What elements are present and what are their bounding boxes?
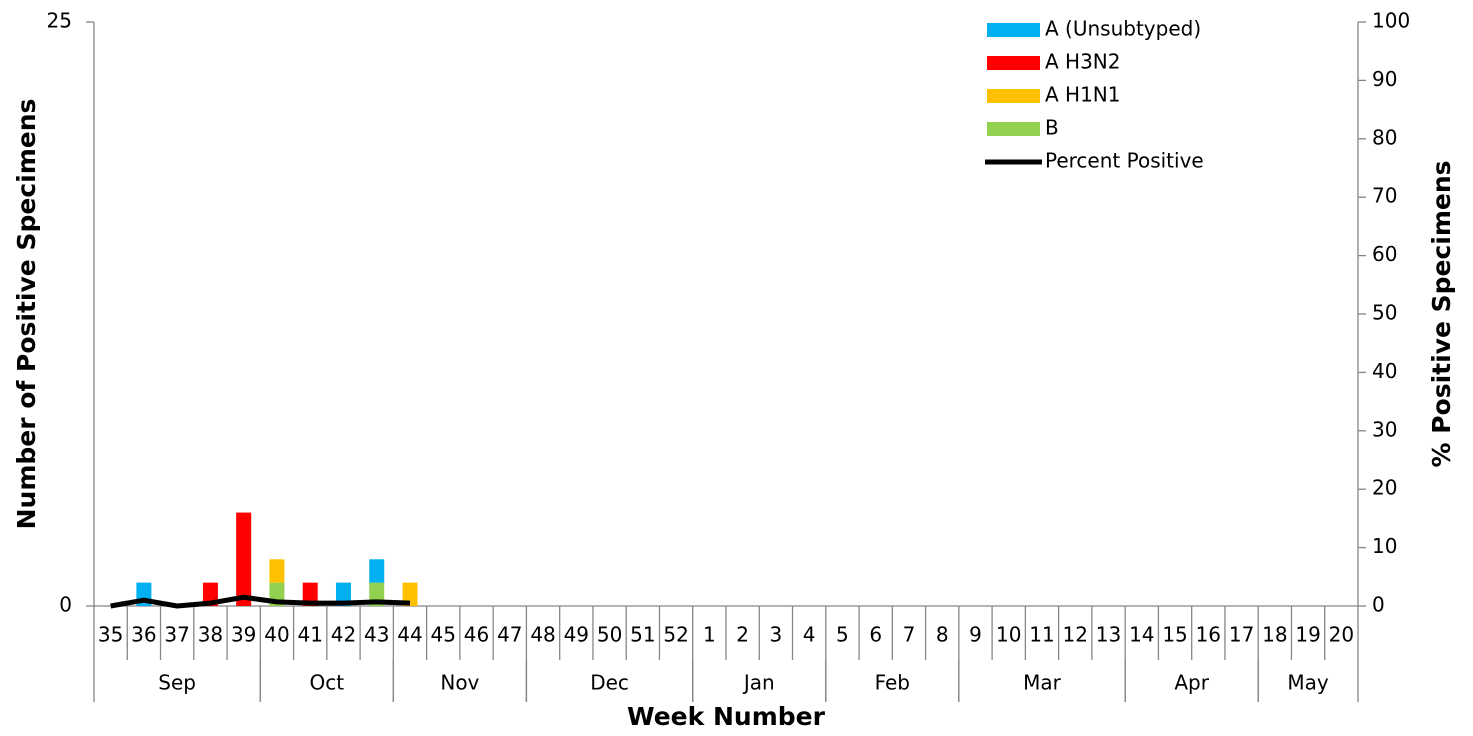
x-tick-label: 9 (969, 623, 982, 647)
bar (302, 582, 318, 606)
group-label: Apr (1174, 671, 1209, 695)
x-tick-label: 15 (1162, 623, 1187, 647)
y2-tick-label: 40 (1372, 359, 1397, 383)
x-tick-label: 20 (1329, 623, 1354, 647)
x-tick-label: 46 (464, 623, 489, 647)
group-label: Feb (875, 671, 910, 695)
group-label: Jan (742, 671, 775, 695)
x-tick-label: 18 (1262, 623, 1287, 647)
y2-tick-label: 20 (1372, 476, 1397, 500)
x-tick-label: 10 (996, 623, 1021, 647)
y-tick-label: 0 (59, 593, 72, 617)
legend-swatch (987, 122, 1040, 136)
x-tick-label: 14 (1129, 623, 1154, 647)
x-tick-label: 41 (297, 623, 322, 647)
group-label: Mar (1023, 671, 1062, 695)
y2-tick-label: 50 (1372, 301, 1397, 325)
x-tick-label: 2 (736, 623, 749, 647)
group-label: Sep (158, 671, 196, 695)
x-tick-label: 8 (936, 623, 949, 647)
x-tick-label: 40 (264, 623, 289, 647)
y2-tick-label: 100 (1372, 9, 1410, 33)
bar (402, 582, 418, 606)
x-tick-label: 6 (869, 623, 882, 647)
x-tick-label: 11 (1029, 623, 1054, 647)
legend-label: A (Unsubtyped) (1045, 17, 1201, 41)
x-tick-label: 50 (597, 623, 622, 647)
bar (269, 559, 285, 583)
x-tick-label: 37 (164, 623, 189, 647)
group-label: Nov (440, 671, 479, 695)
x-tick-label: 47 (497, 623, 522, 647)
y2-tick-label: 30 (1372, 417, 1397, 441)
x-tick-label: 35 (98, 623, 123, 647)
y2-tick-label: 60 (1372, 242, 1397, 266)
legend-swatch (987, 23, 1040, 37)
x-tick-label: 52 (663, 623, 688, 647)
x-tick-label: 51 (630, 623, 655, 647)
legend-label: A H3N2 (1045, 50, 1121, 74)
bar (369, 559, 385, 583)
x-tick-label: 4 (803, 623, 816, 647)
x-tick-label: 49 (564, 623, 589, 647)
x-tick-label: 16 (1196, 623, 1221, 647)
x-tick-label: 42 (331, 623, 356, 647)
legend-label: A H1N1 (1045, 83, 1121, 107)
x-tick-label: 36 (131, 623, 156, 647)
line (110, 594, 411, 609)
y2-tick-label: 90 (1372, 67, 1397, 91)
x-tick-label: 12 (1063, 623, 1088, 647)
bar (335, 582, 351, 606)
x-tick-label: 45 (431, 623, 456, 647)
y2-tick-label: 0 (1372, 593, 1385, 617)
y2-axis-title: % Positive Specimens (1427, 160, 1456, 467)
legend-label: Percent Positive (1045, 149, 1204, 173)
bar (236, 512, 252, 606)
x-axis-title: Week Number (627, 702, 826, 731)
x-tick-label: 38 (198, 623, 223, 647)
x-tick-label: 43 (364, 623, 389, 647)
x-tick-label: 48 (530, 623, 555, 647)
x-tick-label: 5 (836, 623, 849, 647)
y-axis-title: Number of Positive Specimens (12, 99, 41, 530)
group-label: May (1287, 671, 1329, 695)
y2-tick-label: 10 (1372, 534, 1397, 558)
legend-swatch (987, 56, 1040, 70)
x-tick-label: 44 (397, 623, 422, 647)
y2-tick-label: 80 (1372, 125, 1397, 149)
x-tick-label: 7 (903, 623, 916, 647)
x-tick-label: 3 (770, 623, 783, 647)
x-tick-label: 13 (1096, 623, 1121, 647)
x-tick-label: 1 (703, 623, 716, 647)
group-label: Oct (310, 671, 345, 695)
group-label: Dec (590, 671, 629, 695)
legend-label: B (1045, 116, 1059, 140)
y2-tick-label: 70 (1372, 184, 1397, 208)
legend-swatch (987, 89, 1040, 103)
x-tick-label: 39 (231, 623, 256, 647)
x-tick-label: 17 (1229, 623, 1254, 647)
y-tick-label: 25 (47, 9, 72, 33)
x-tick-label: 19 (1295, 623, 1320, 647)
